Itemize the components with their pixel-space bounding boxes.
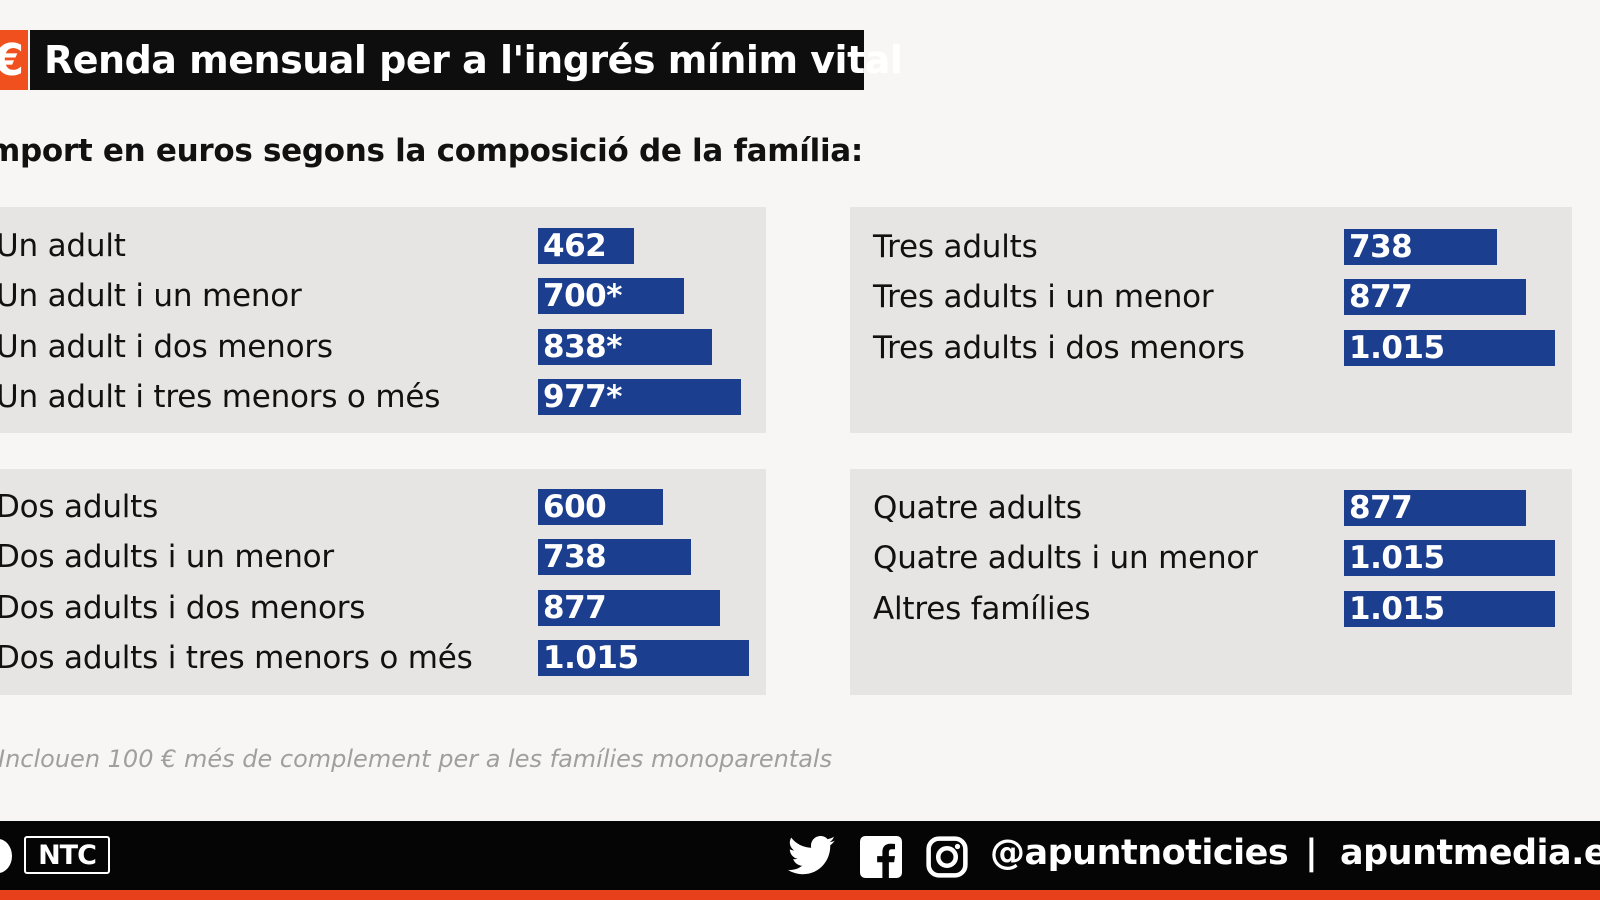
footnote: Inclouen 100 € més de complement per a l… (0, 745, 833, 773)
bar-value-label: 1.015 (1349, 540, 1445, 577)
bar (538, 539, 691, 576)
bar (538, 228, 634, 264)
category-label: Dos adults i un menor (0, 539, 334, 576)
chart-subtitle: mport en euros segons la composició de l… (0, 133, 863, 169)
bar (1344, 490, 1526, 526)
bar-value-label: 1.015 (543, 639, 639, 676)
bar (538, 278, 684, 315)
apunt-logo-icon (0, 839, 12, 873)
website-link[interactable]: apuntmedia.e (1340, 833, 1600, 873)
category-label: Tres adults (873, 229, 1038, 265)
category-label: Un adult i tres menors o més (0, 378, 441, 415)
bar (538, 639, 749, 676)
bar-value-label: 700* (543, 278, 622, 315)
bar-value-label: 738 (543, 539, 607, 576)
bar-value-label: 877 (1349, 279, 1413, 316)
bar-value-label: 1.015 (1349, 590, 1445, 627)
bar-value-label: 877 (1349, 490, 1413, 526)
bar (538, 589, 720, 626)
category-label: Dos adults i tres menors o més (0, 639, 473, 676)
bar (1344, 540, 1555, 577)
bar-value-label: 462 (543, 228, 607, 264)
bar-value-label: 600 (543, 489, 607, 525)
category-label: Quatre adults (873, 490, 1082, 526)
page-title: Renda mensual per a l'ingrés mínim vital (44, 38, 903, 82)
bar (538, 489, 663, 525)
bar-value-label: 738 (1349, 229, 1413, 265)
bar (538, 378, 741, 415)
instagram-icon[interactable] (926, 836, 968, 878)
bar (538, 328, 712, 365)
category-label: Tres adults i un menor (873, 279, 1214, 316)
footer-separator: | (1305, 833, 1318, 873)
category-label: Altres famílies (873, 590, 1091, 627)
bar (1344, 590, 1555, 627)
category-label: Un adult (0, 228, 126, 264)
title-bar: Renda mensual per a l'ingrés mínim vital (30, 30, 903, 90)
bar-value-label: 838* (543, 328, 622, 365)
bar-value-label: 1.015 (1349, 329, 1445, 366)
euro-icon: € (0, 30, 28, 90)
category-label: Dos adults (0, 489, 159, 525)
category-label: Un adult i un menor (0, 278, 302, 315)
category-label: Dos adults i dos menors (0, 589, 366, 626)
twitter-handle[interactable]: @apuntnoticies (990, 833, 1289, 873)
facebook-icon[interactable] (860, 836, 902, 878)
category-label: Un adult i dos menors (0, 328, 333, 365)
bar-value-label: 877 (543, 589, 607, 626)
bar (1344, 329, 1555, 366)
footer-accent-stripe (0, 890, 1600, 900)
category-label: Tres adults i dos menors (873, 329, 1245, 366)
bar (1344, 229, 1497, 265)
bar (1344, 279, 1526, 316)
twitter-icon[interactable] (788, 836, 836, 876)
category-label: Quatre adults i un menor (873, 540, 1258, 577)
bar-value-label: 977* (543, 378, 622, 415)
ntc-logo: NTC (24, 836, 110, 874)
